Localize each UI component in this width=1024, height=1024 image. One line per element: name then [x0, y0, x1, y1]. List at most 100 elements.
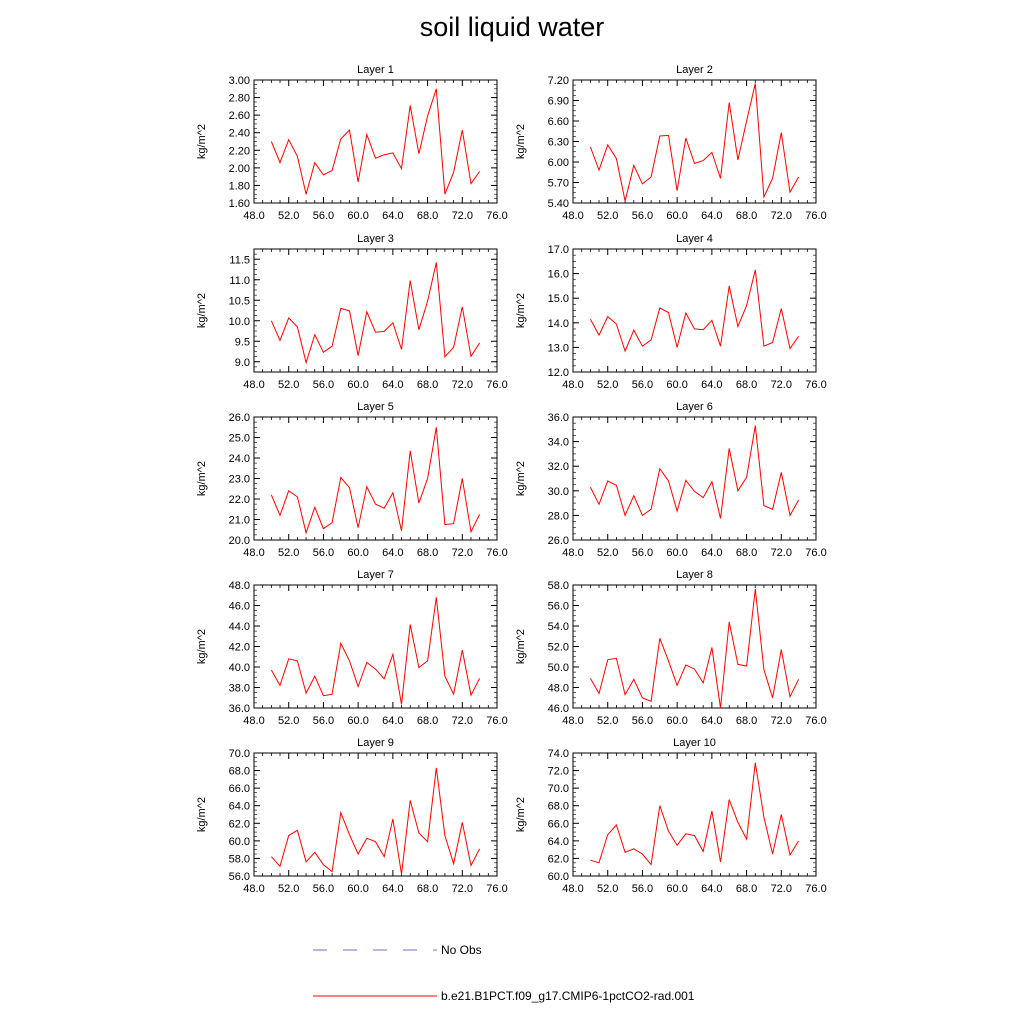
y-tick-label: 15.0 — [548, 293, 569, 305]
x-tick-label: 68.0 — [417, 210, 438, 222]
x-tick-label: 48.0 — [243, 715, 264, 727]
x-tick-label: 64.0 — [701, 715, 722, 727]
y-axis-label: kg/m^2 — [196, 797, 208, 832]
x-tick-label: 76.0 — [486, 547, 507, 559]
plot-frame — [572, 248, 817, 373]
y-tick-label: 6.30 — [548, 137, 569, 149]
panel-layer-2: Layer 2 48.0 52.0 56.0 60.0 64.0 68.0 72.0 76.0 5… — [515, 64, 827, 222]
legend-label-2: b.e21.B1PCT.f09_g17.CMIP6-1pctCO2-rad.00… — [441, 989, 695, 1003]
y-tick-label: 50.0 — [548, 662, 569, 674]
x-tick-label: 72.0 — [452, 715, 473, 727]
y-tick-label: 64.0 — [548, 836, 569, 848]
y-tick-label: 66.0 — [548, 818, 569, 830]
x-tick-label: 64.0 — [701, 883, 722, 895]
y-tick-label: 66.0 — [229, 783, 250, 795]
y-tick-label: 56.0 — [229, 871, 250, 883]
x-tick-label: 68.0 — [417, 379, 438, 391]
x-tick-label: 68.0 — [417, 883, 438, 895]
y-axis-label: kg/m^2 — [196, 293, 208, 328]
panel-title: Layer 5 — [357, 401, 394, 413]
y-tick-label: 2.20 — [229, 145, 250, 157]
x-tick-label: 56.0 — [313, 715, 334, 727]
y-tick-label: 14.0 — [548, 318, 569, 330]
x-tick-label: 60.0 — [347, 715, 368, 727]
y-tick-label: 23.0 — [229, 474, 250, 486]
panel-layer-7: Layer 7 48.0 52.0 56.0 60.0 64.0 68.0 72.0 76.0 3… — [196, 569, 508, 727]
series-line — [589, 83, 800, 202]
y-tick-label: 2.60 — [229, 110, 250, 122]
x-tick-label: 60.0 — [347, 883, 368, 895]
plot-frame — [253, 752, 498, 877]
x-tick-label: 60.0 — [666, 379, 687, 391]
y-tick-label: 70.0 — [229, 748, 250, 760]
x-tick-label: 48.0 — [562, 379, 583, 391]
y-tick-label: 1.80 — [229, 180, 250, 192]
y-tick-label: 2.40 — [229, 128, 250, 140]
y-tick-label: 24.0 — [229, 453, 250, 465]
y-tick-label: 13.0 — [548, 342, 569, 354]
y-tick-label: 9.5 — [235, 336, 250, 348]
y-tick-label: 46.0 — [229, 601, 250, 613]
y-tick-label: 34.0 — [548, 437, 569, 449]
y-axis-label: kg/m^2 — [515, 124, 527, 159]
x-tick-label: 56.0 — [632, 210, 653, 222]
x-tick-label: 64.0 — [382, 210, 403, 222]
y-axis-label: kg/m^2 — [515, 293, 527, 328]
y-tick-label: 5.40 — [548, 198, 569, 210]
y-tick-label: 26.0 — [229, 412, 250, 424]
y-axis-label: kg/m^2 — [515, 797, 527, 832]
y-axis-label: kg/m^2 — [196, 629, 208, 664]
x-tick-label: 68.0 — [417, 547, 438, 559]
x-tick-label: 64.0 — [382, 547, 403, 559]
x-tick-label: 64.0 — [701, 547, 722, 559]
y-tick-label: 58.0 — [229, 853, 250, 865]
x-tick-label: 48.0 — [243, 210, 264, 222]
y-tick-label: 30.0 — [548, 486, 569, 498]
y-tick-label: 36.0 — [548, 412, 569, 424]
y-tick-label: 6.90 — [548, 96, 569, 108]
y-tick-label: 11.0 — [229, 275, 250, 287]
series-line — [589, 425, 800, 519]
panel-title: Layer 2 — [676, 64, 713, 76]
y-tick-label: 22.0 — [229, 494, 250, 506]
y-tick-label: 70.0 — [548, 783, 569, 795]
y-axis-label: kg/m^2 — [196, 124, 208, 159]
x-tick-label: 72.0 — [771, 210, 792, 222]
x-tick-label: 72.0 — [771, 883, 792, 895]
y-axis-label: kg/m^2 — [515, 461, 527, 496]
y-tick-label: 17.0 — [548, 244, 569, 256]
y-tick-label: 72.0 — [548, 766, 569, 778]
x-tick-label: 52.0 — [278, 547, 299, 559]
x-tick-label: 72.0 — [452, 210, 473, 222]
y-tick-label: 32.0 — [548, 461, 569, 473]
y-tick-label: 62.0 — [229, 818, 250, 830]
x-tick-label: 60.0 — [347, 379, 368, 391]
y-tick-label: 20.0 — [229, 535, 250, 547]
series-line — [589, 589, 800, 709]
y-tick-label: 52.0 — [548, 642, 569, 654]
x-tick-label: 48.0 — [562, 547, 583, 559]
series-line — [590, 762, 800, 866]
y-tick-label: 3.00 — [229, 75, 250, 87]
x-tick-label: 68.0 — [417, 715, 438, 727]
x-tick-label: 52.0 — [597, 210, 618, 222]
panel-title: Layer 10 — [673, 737, 716, 749]
x-tick-label: 72.0 — [771, 547, 792, 559]
plot-frame — [572, 752, 817, 877]
panel-title: Layer 8 — [676, 569, 713, 581]
x-tick-label: 56.0 — [632, 379, 653, 391]
y-tick-label: 11.5 — [229, 254, 250, 266]
x-tick-label: 72.0 — [771, 379, 792, 391]
series-line — [270, 427, 481, 535]
x-tick-label: 68.0 — [736, 883, 757, 895]
series-line — [270, 262, 481, 365]
x-tick-label: 52.0 — [278, 210, 299, 222]
x-tick-label: 56.0 — [313, 379, 334, 391]
y-tick-label: 28.0 — [548, 510, 569, 522]
x-tick-label: 76.0 — [805, 379, 826, 391]
x-tick-label: 52.0 — [597, 715, 618, 727]
x-tick-label: 72.0 — [771, 715, 792, 727]
x-tick-label: 48.0 — [243, 379, 264, 391]
x-tick-label: 76.0 — [486, 210, 507, 222]
